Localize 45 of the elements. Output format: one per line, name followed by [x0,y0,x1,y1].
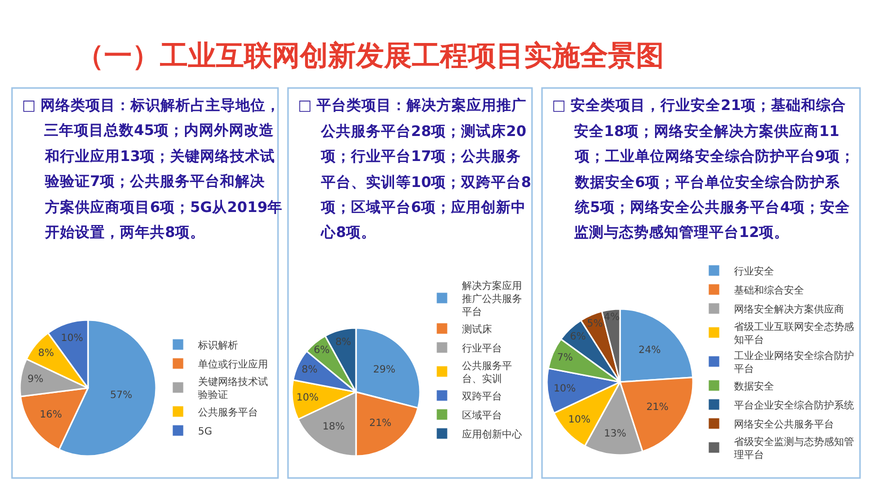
data-label: 13% [604,428,626,440]
legend-label: 标识解析 [197,339,238,352]
data-label: 21% [369,418,392,429]
legend-label: 公共服务平台 [198,406,258,418]
data-label: 10% [60,333,84,344]
data-label: 10% [554,383,576,394]
data-label: 8% [302,364,318,376]
legend-label: 应用创新中心 [462,428,522,440]
data-label: 6% [314,344,330,356]
legend-label: 测试床 [462,323,492,336]
legend-label: 5G [198,426,212,438]
data-label: 29% [373,364,396,376]
data-label: 21% [646,402,669,413]
legend-label: 省级工业互联网安全态势感知平台 [734,320,854,346]
data-label: 16% [40,409,62,420]
data-label: 5% [586,318,603,330]
legend-label: 公共服务平台、实训 [462,360,512,385]
legend-label: 网络安全解决方案供应商 [734,303,844,316]
data-label: 10% [296,392,319,404]
data-label: 57% [110,390,132,401]
legend-label: 双跨平台 [462,390,502,402]
data-label: 8% [335,336,352,348]
data-label: 24% [638,344,661,356]
legend-label: 行业安全 [734,265,774,278]
legend-label: 平台企业安全综合防护系统 [734,399,854,412]
data-label: 10% [568,414,590,426]
chart-subtitle: □ 网络类项目：标识解析占主导地位，三年项目总数45项；内网外网改造和行业应用13项；关键网络技术试验验证7项；公共服务平台和解决方案供应商项目6项；5G从2019年开始设置，两年共8项。 [22,96,282,241]
chart-subtitle: □ 平台类项目：解决方案应用推广公共服务平台28项；测试床20项；行业平台17项；公共服务平台、实训等10项；双跨平台8项；区域平台6项；应用创新中心8项。 [298,96,532,241]
legend-label: 数据安全 [734,380,774,392]
legend-label: 省级安全监测与态势感知管理平台 [734,436,854,461]
legend-label: 单位或行业应用 [198,358,268,370]
legend-label: 解决方案应用推广公共服务平台 [462,280,522,318]
data-label: 18% [322,422,345,433]
legend-label: 工业企业网络安全综合防护平台 [734,350,854,375]
data-label: 8% [38,348,54,359]
data-label: 9% [28,374,44,386]
legend-label: 关键网络技术试验验证 [198,376,268,401]
legend-label: 网络安全公共服务平台 [734,418,834,430]
text: （一）工业互联网创新发展工程项目实施全景图 [76,39,664,72]
text: □ 安全类项目，行业安全21项；基础和综合安全18项；网络安全解决方案供应商11项；工业单位网络安全综合防护平台9项；数据安全6项；平台单位安全综合防护系统5项；网络安全公共服务平台4项；安全监测与态势感知管理平台12项。 [552,96,856,241]
data-label: 6% [570,332,586,343]
legend-label: 行业平台 [462,342,502,354]
data-label: 7% [557,352,573,364]
legend-label: 基础和综合安全 [734,284,804,296]
legend-label: 区域平台 [462,409,502,422]
